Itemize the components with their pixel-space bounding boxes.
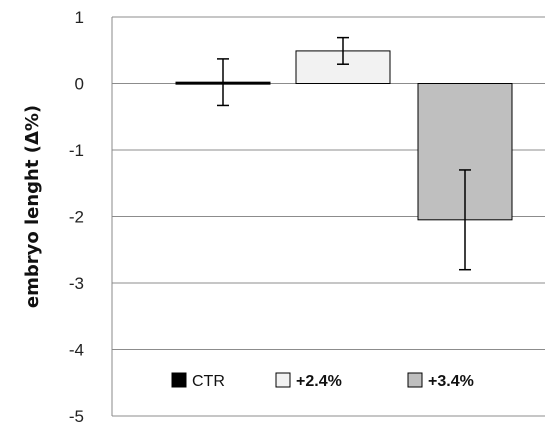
legend-label: +2.4%: [296, 373, 342, 390]
y-tick-labels: 1 0 -1 -2 -3 -4 -5: [69, 8, 84, 426]
error-bars: [217, 36, 471, 271]
y-tick-label: -5: [69, 407, 84, 426]
legend-swatch: [407, 372, 423, 388]
error-bar-3: [459, 169, 471, 271]
legend-item-2: +2.4%: [275, 372, 342, 390]
legend-swatch: [275, 372, 291, 388]
y-tick-label: 1: [75, 8, 84, 27]
legend-label: CTR: [192, 373, 225, 390]
legend-swatch: [171, 372, 187, 388]
y-tick-label: -4: [69, 341, 84, 360]
y-tick-label: -1: [69, 141, 84, 160]
legend: CTR +2.4% +3.4%: [171, 372, 474, 390]
bars: [175, 50, 513, 221]
legend-item-1: CTR: [171, 372, 225, 390]
y-tick-label: 0: [75, 75, 84, 94]
error-bar-1: [217, 58, 229, 107]
y-tick-label: -2: [69, 208, 84, 227]
legend-item-3: +3.4%: [407, 372, 474, 390]
legend-label: +3.4%: [428, 373, 474, 390]
error-bar-2: [337, 36, 349, 65]
y-tick-label: -3: [69, 274, 84, 293]
y-axis-label: embryo lenght (Δ%): [22, 105, 43, 308]
